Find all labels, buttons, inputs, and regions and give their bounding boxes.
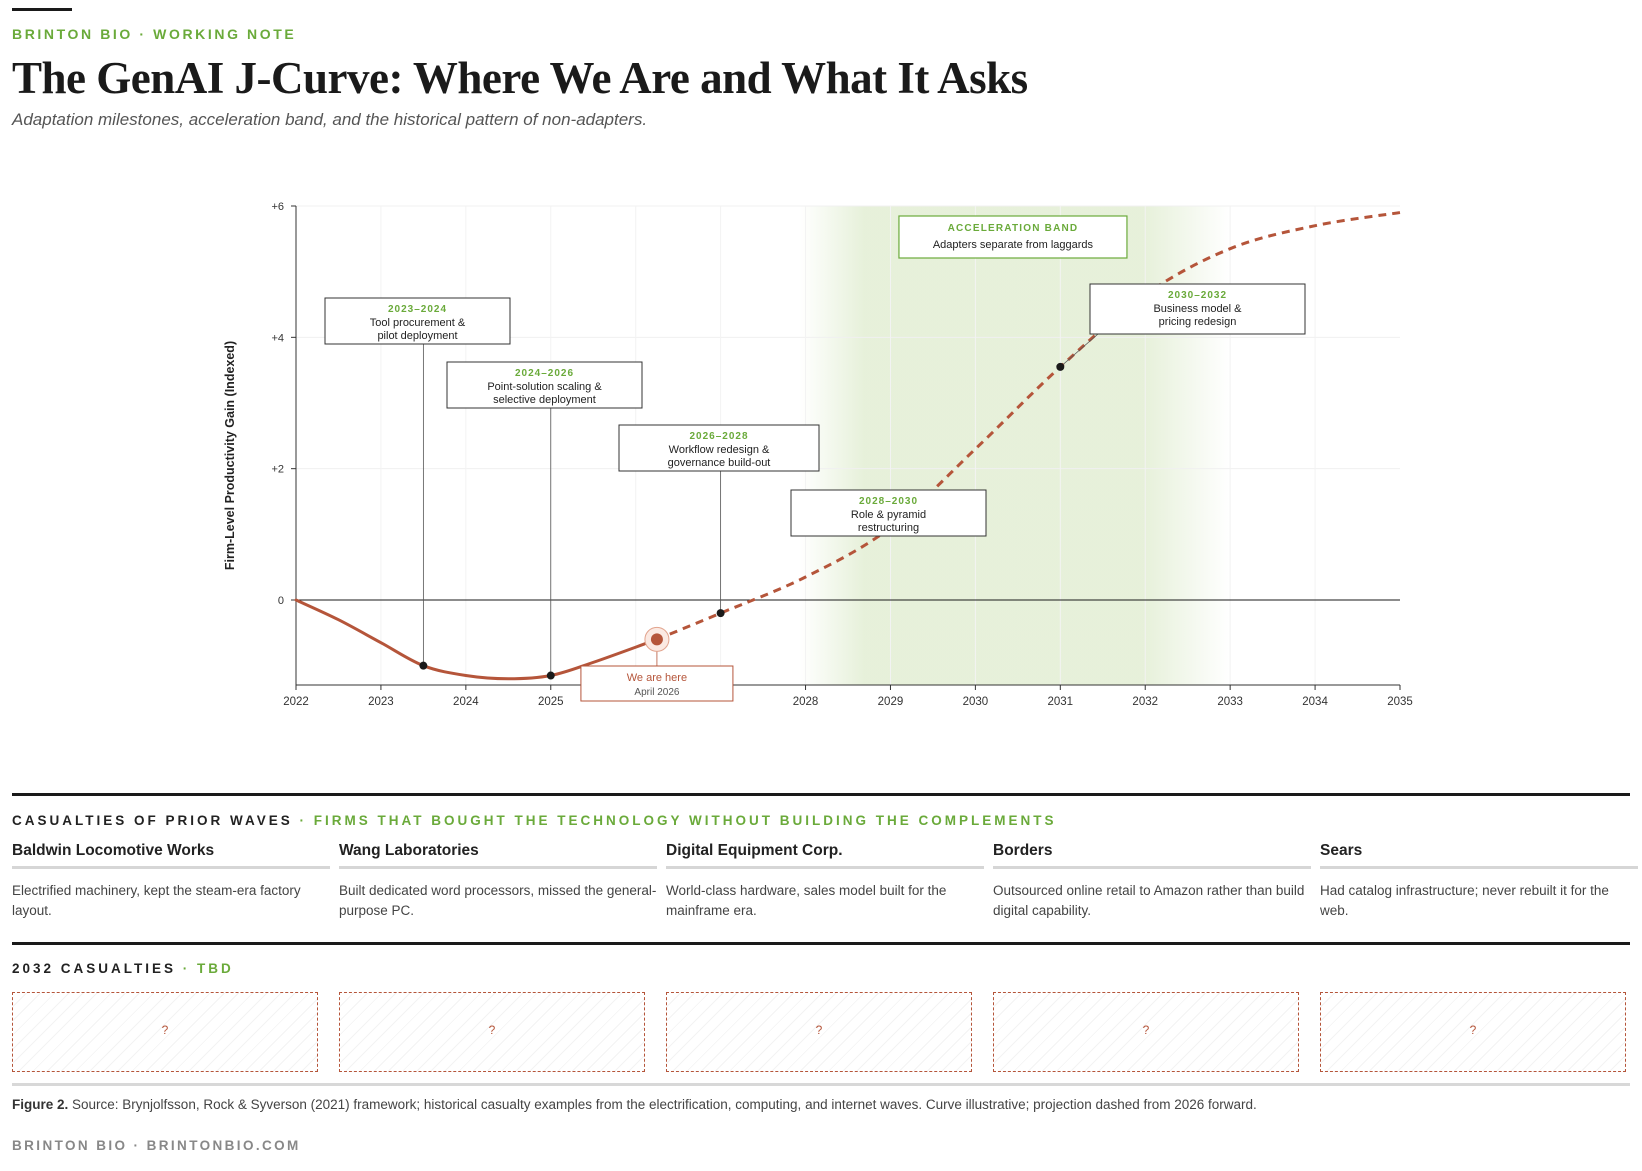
x-tick-label: 2025 [538, 696, 564, 708]
current-point [650, 633, 663, 646]
casualty-card: Wang Laboratories Built dedicated word pr… [339, 842, 657, 921]
tbd-placeholder-mark: ? [1469, 1023, 1477, 1037]
x-tick-label: 2030 [963, 696, 989, 708]
x-tick-label: 2031 [1048, 696, 1074, 708]
casualty-firm-description: Built dedicated word processors, missed … [339, 883, 657, 918]
milestone-leaders [422, 333, 1099, 676]
acceleration-band-sublabel: Adapters separate from laggards [933, 239, 1094, 251]
milestone-line2: governance build-out [668, 457, 771, 469]
tbd-placeholder-mark: ? [161, 1023, 169, 1037]
x-tick-label: 2032 [1132, 696, 1158, 708]
x-tick-label: 2029 [878, 696, 904, 708]
milestone-label-box [790, 489, 987, 537]
x-tick-label: 2033 [1217, 696, 1243, 708]
milestone-years: 2030–2032 [1168, 290, 1227, 301]
future-heading: 2032 CASUALTIES · TBD [12, 961, 234, 976]
milestone-label-box [324, 297, 511, 345]
tbd-placeholder-box: ? [12, 992, 318, 1072]
tbd-placeholder-mark: ? [1142, 1023, 1150, 1037]
casualty-firm-description: Had catalog infrastructure; never rebuil… [1320, 883, 1609, 918]
milestone-label-box [1089, 283, 1306, 335]
page-title: The GenAI J-Curve: Where We Are and What… [12, 53, 1028, 103]
page-subtitle: Adaptation milestones, acceleration band… [12, 110, 648, 129]
casualty-firm-description: Electrified machinery, kept the steam-er… [12, 883, 301, 918]
milestone-line1: Tool procurement & [370, 317, 466, 329]
figure-caption: Figure 2. Source: Brynjolfsson, Rock & S… [12, 1097, 1257, 1112]
tbd-placeholder-box: ? [1320, 992, 1626, 1072]
casualty-card: Borders Outsourced online retail to Amazo… [993, 842, 1311, 921]
casualty-card: Sears Had catalog infrastructure; never r… [1320, 842, 1638, 921]
milestone-years: 2028–2030 [859, 496, 918, 507]
milestone-point [419, 661, 428, 670]
x-tick-label: 2035 [1387, 696, 1413, 708]
milestone-line2: selective deployment [493, 394, 596, 406]
acceleration-band-area [799, 206, 1231, 685]
milestone-line2: pricing redesign [1159, 316, 1237, 328]
milestone-label-box [618, 424, 820, 472]
milestone-point [716, 609, 725, 618]
milestone-leader-line [1060, 333, 1099, 368]
milestone-line1: Role & pyramid [851, 509, 926, 521]
x-tick-label: 2023 [368, 696, 394, 708]
y-axis-label: Firm-Level Productivity Gain (Indexed) [223, 341, 237, 570]
milestone-years: 2023–2024 [388, 304, 447, 315]
axes: +6 +4 +2 0 2022 2023 2024 2025 2028 2029 2030 2031 2… [223, 201, 1413, 708]
section-rule [12, 793, 1630, 796]
top-accent-bar [12, 8, 72, 11]
y-tick-label: 0 [278, 595, 284, 607]
x-tick-label: 2024 [453, 696, 479, 708]
tbd-placeholder-mark: ? [488, 1023, 496, 1037]
milestone-line1: Workflow redesign & [669, 444, 770, 456]
milestone-line1: Point-solution scaling & [487, 381, 602, 393]
milestone-line2: pilot deployment [377, 330, 457, 342]
casualty-firm-name: Sears [1320, 842, 1638, 869]
acceleration-band-label-box [898, 215, 1128, 259]
milestone-years: 2026–2028 [689, 431, 748, 442]
tbd-placeholder-box: ? [666, 992, 972, 1072]
casualty-firm-name: Wang Laboratories [339, 842, 657, 869]
y-tick-label: +6 [271, 201, 284, 213]
milestone-line2: restructuring [858, 522, 919, 534]
casualties-heading: CASUALTIES OF PRIOR WAVES · FIRMS THAT B… [12, 813, 1057, 828]
x-tick-label: 2034 [1302, 696, 1328, 708]
casualty-firm-name: Borders [993, 842, 1311, 869]
acceleration-band-fill [799, 206, 1231, 685]
current-label: We are here [627, 672, 687, 684]
footer: BRINTON BIO · BRINTONBIO.COM [12, 1138, 301, 1153]
y-tick-label: +2 [271, 464, 284, 476]
casualty-firm-description: World-class hardware, sales model built … [666, 883, 947, 918]
milestone-labels: ACCELERATION BAND Adapters separate from … [324, 215, 1306, 702]
casualty-card: Digital Equipment Corp. World-class hardw… [666, 842, 984, 921]
x-tick-label: 2022 [283, 696, 309, 708]
caption-rule [12, 1083, 1630, 1086]
casualty-card: Baldwin Locomotive Works Electrified mach… [12, 842, 330, 921]
current-label-box [580, 665, 734, 702]
acceleration-band-label: ACCELERATION BAND [948, 223, 1079, 234]
tbd-placeholder-box: ? [339, 992, 645, 1072]
casualty-firm-name: Digital Equipment Corp. [666, 842, 984, 869]
milestone-points [419, 362, 1065, 680]
tbd-placeholder-box: ? [993, 992, 1299, 1072]
milestone-point [546, 671, 555, 680]
milestone-label-box [446, 361, 643, 409]
j-curve-chart: +6 +4 +2 0 2022 2023 2024 2025 2028 2029 2030 2031 2… [223, 201, 1413, 708]
current-sublabel: April 2026 [634, 687, 679, 698]
milestone-line1: Business model & [1153, 303, 1242, 315]
casualty-firm-name: Baldwin Locomotive Works [12, 842, 330, 869]
milestone-years: 2024–2026 [515, 368, 574, 379]
casualty-firm-description: Outsourced online retail to Amazon rathe… [993, 883, 1305, 918]
eyebrow: BRINTON BIO · WORKING NOTE [12, 26, 297, 42]
milestone-point [1056, 362, 1065, 371]
x-tick-label: 2028 [793, 696, 819, 708]
tbd-placeholder-mark: ? [815, 1023, 823, 1037]
y-tick-label: +4 [271, 332, 284, 344]
section-rule [12, 942, 1630, 945]
series-line-projection [656, 211, 1401, 641]
